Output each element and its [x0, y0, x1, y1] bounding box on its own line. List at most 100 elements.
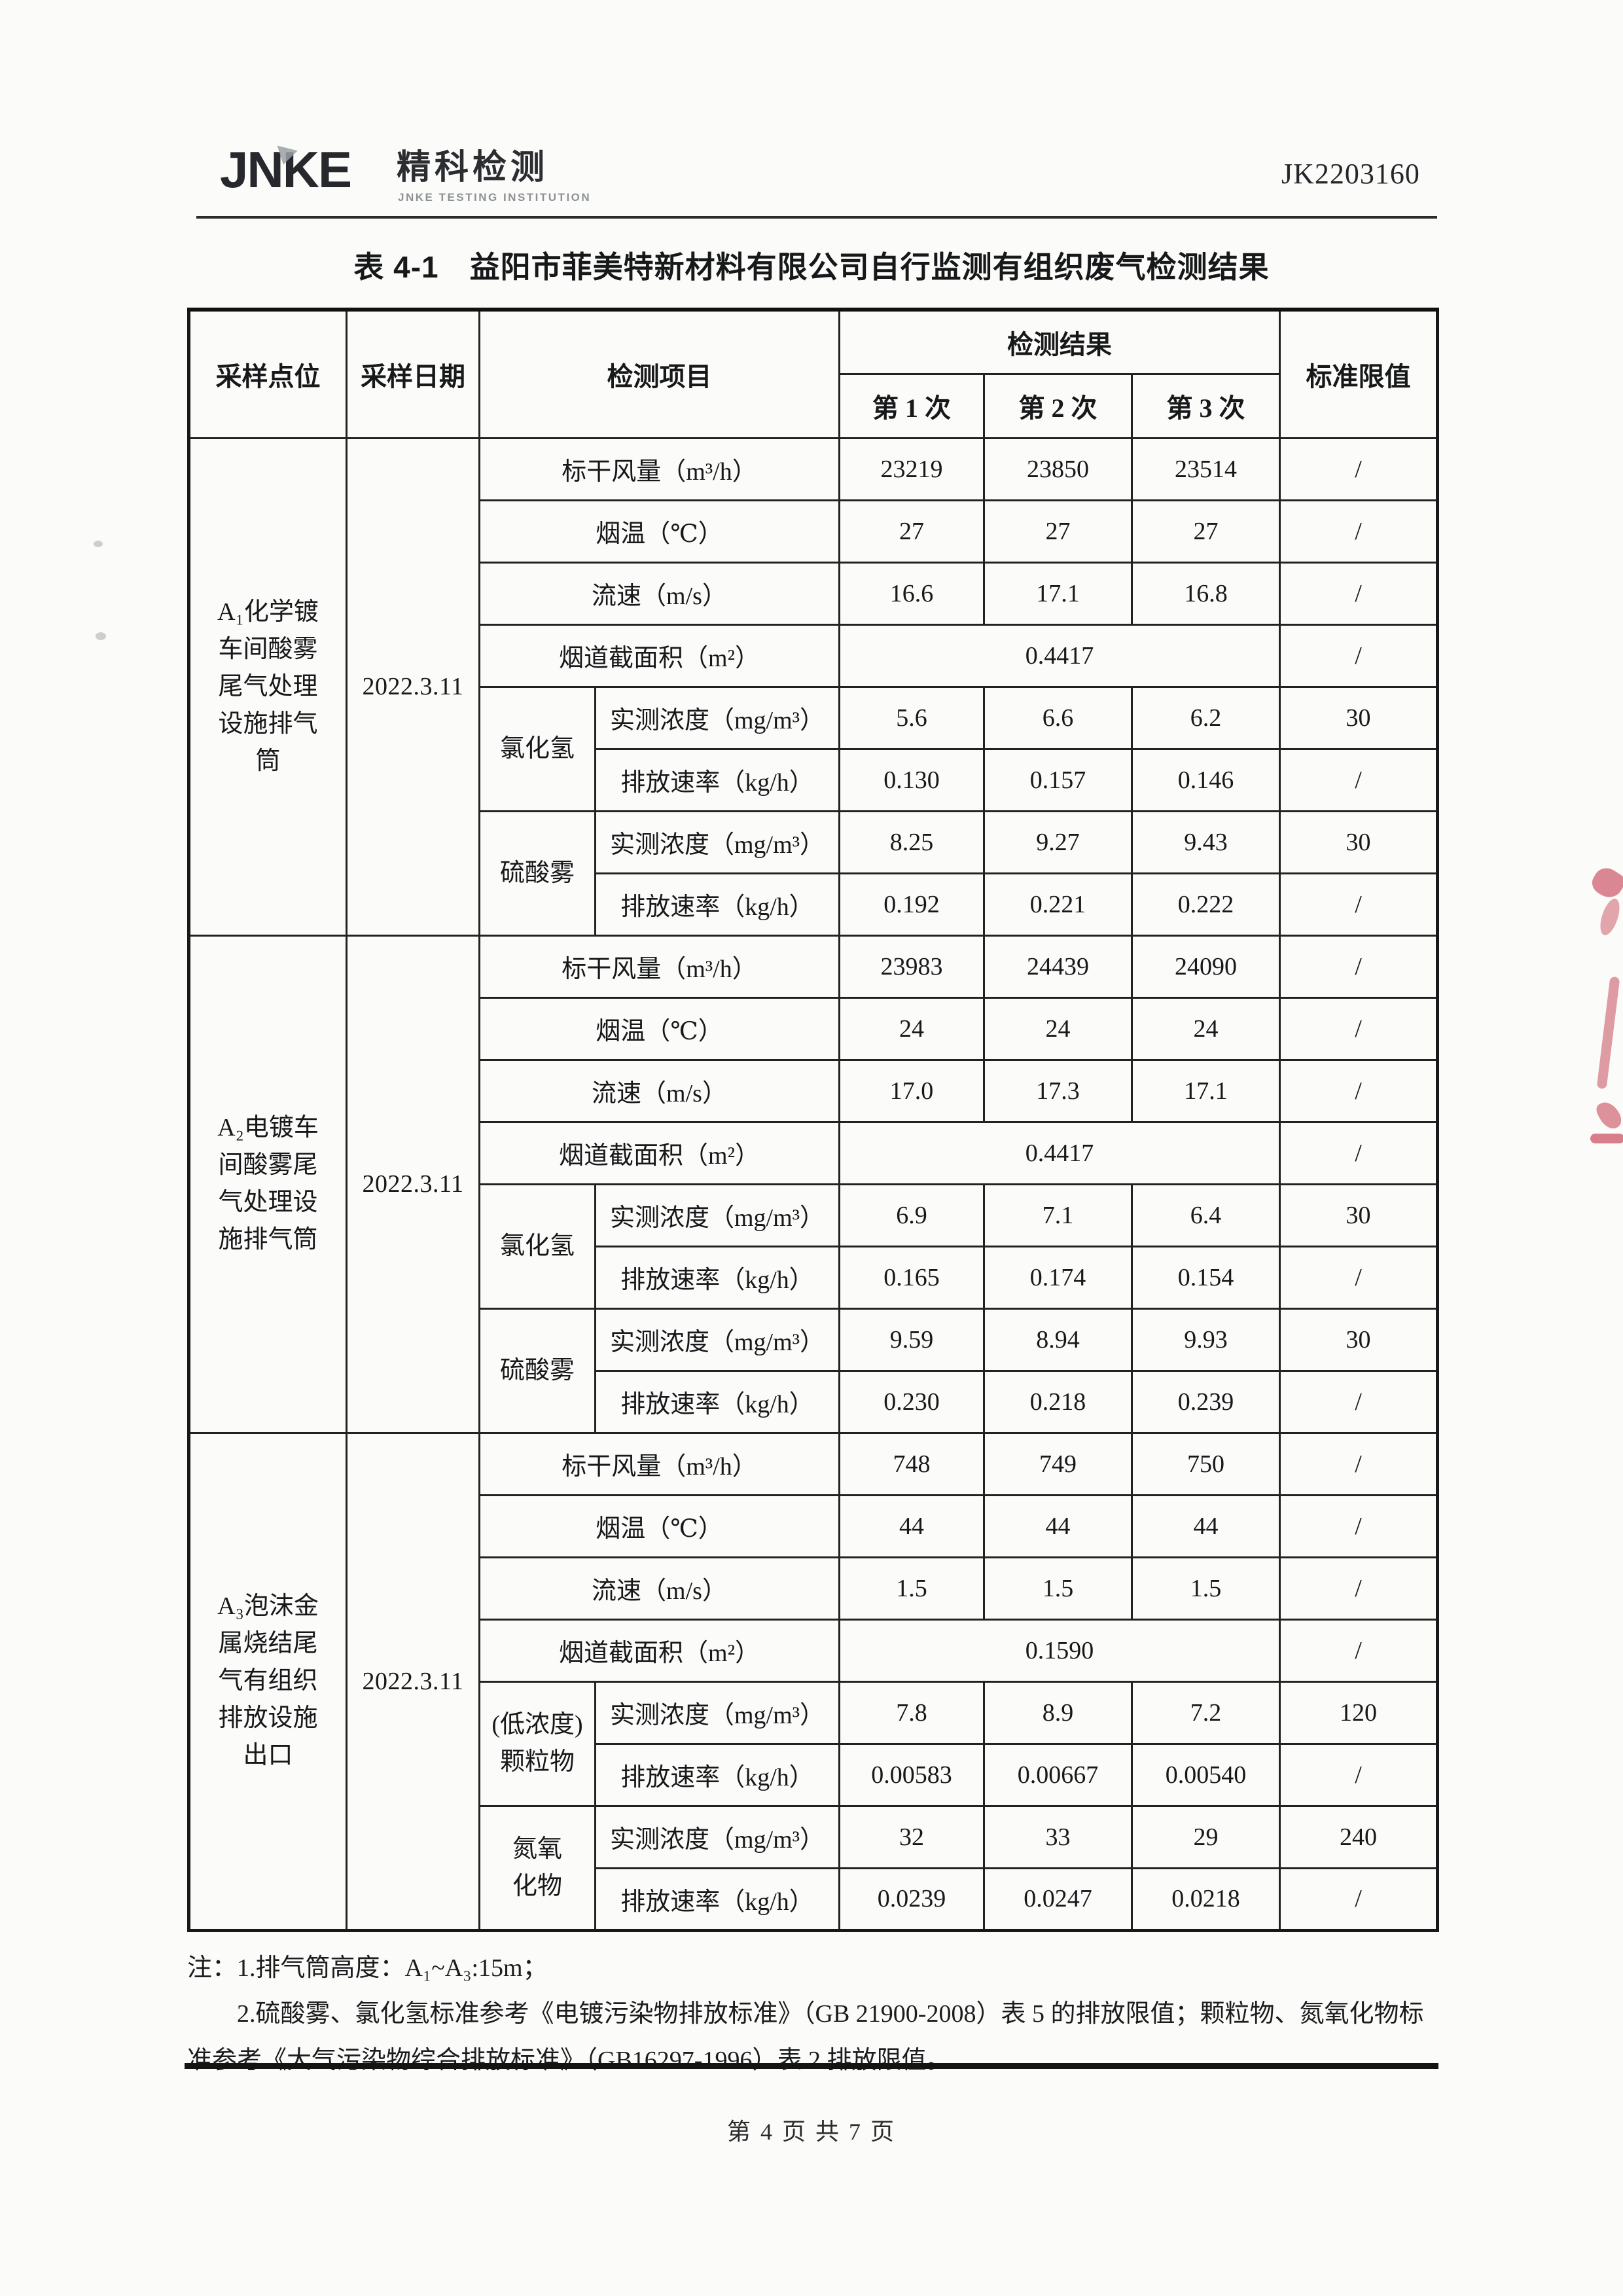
table-cell: 烟道截面积（m²） — [478, 623, 840, 688]
table-cell: 烟温（℃） — [478, 499, 840, 564]
jnke-logo: JNKE — [220, 141, 352, 198]
table-cell: A₃泡沫金 属烧结尾 气有组织 排放设施 出口 — [188, 1431, 348, 1931]
seal-fragment — [1588, 863, 1623, 903]
table-cell: 标干风量（m³/h） — [478, 1431, 840, 1496]
table-row: (低浓度) 颗粒物 实测浓度（mg/m³） 7.8 8.9 7.2 120 — [189, 1680, 1439, 1807]
table-cell: 240 — [1279, 1804, 1439, 1869]
table-cell: 6.2 — [1130, 685, 1281, 750]
table-cell: 30 — [1279, 1183, 1439, 1247]
note-line: 2.硫酸雾、氯化氢标准参考《电镀污染物排放标准》（GB 21900-2008）表… — [187, 2000, 1424, 2074]
table-cell: 1.5 — [838, 1556, 985, 1621]
table-row: 流速（m/s） 17.0 17.3 17.1/ — [189, 1058, 1439, 1123]
header-cell: 标准限值 — [1279, 308, 1439, 439]
header-cell: 第 2 次 — [983, 372, 1133, 439]
table-cell: 0.4417 — [838, 1121, 1281, 1185]
header-cell: 第 1 次 — [838, 372, 985, 439]
table-cell: 24 — [838, 996, 985, 1061]
table-cell: 0.221 — [983, 872, 1133, 937]
table-cell: 排放速率（kg/h） — [594, 747, 840, 812]
table-cell: 23983 — [838, 934, 985, 999]
table-row: 流速（m/s） 16.6 17.1 16.8/ — [189, 561, 1439, 626]
table-cell: 0.0239 — [838, 1867, 985, 1931]
table-cell: 2022.3.11 — [346, 1431, 480, 1931]
table-cell: 排放速率（kg/h） — [594, 872, 840, 937]
table-cell: / — [1279, 561, 1439, 626]
table-cell: 30 — [1279, 810, 1439, 874]
table-cell: 16.6 — [838, 561, 985, 626]
table-cell: 44 — [983, 1494, 1133, 1558]
table-header-row: 采样点位 采样日期 检测项目 检测结果 标准限值 — [188, 308, 1439, 439]
table-cell: 硫酸雾 — [478, 810, 596, 937]
table-title: 表 4-1 益阳市菲美特新材料有限公司自行监测有组织废气检测结果 — [353, 250, 1270, 284]
table-cell: 24439 — [983, 934, 1133, 999]
table-cell: 7.8 — [838, 1680, 985, 1745]
table-cell: 24090 — [1130, 934, 1281, 999]
table-cell: / — [1279, 1742, 1439, 1807]
table-cell: 0.0218 — [1130, 1867, 1281, 1931]
table-cell: 2022.3.11 — [346, 934, 480, 1434]
table-cell: 33 — [983, 1804, 1133, 1869]
table-cell: 0.192 — [838, 872, 985, 937]
table-cell: 硫酸雾 — [478, 1307, 596, 1434]
table-row: A₂电镀车 间酸雾尾 气处理设 施排气筒 2022.3.11 标干风量（m³/h） 2… — [188, 934, 1439, 1434]
table-cell: 0.174 — [983, 1245, 1133, 1310]
table-row: 排放速率（kg/h） 0.230 0.218 0.239/ — [189, 1369, 1439, 1434]
table-cell: / — [1279, 1494, 1439, 1558]
table-cell: 烟温（℃） — [478, 996, 840, 1061]
table-cell: 0.218 — [983, 1369, 1133, 1434]
table-header-row: 第 1 次第 2 次第 3 次 — [189, 372, 1438, 439]
header-cell: 检测项目 — [478, 308, 840, 439]
table-cell: 27 — [838, 499, 985, 564]
table-cell: 标干风量（m³/h） — [478, 934, 840, 999]
table-cell: 0.00540 — [1130, 1742, 1281, 1807]
table-cell: 24 — [1130, 996, 1281, 1061]
header-cell: 采样日期 — [346, 308, 480, 439]
logo-subtitle: JNKE TESTING INSTITUTION — [398, 191, 592, 204]
table-cell: A₁化学镀 车间酸雾 尾气处理 设施排气 筒 — [188, 437, 348, 937]
table-cell: 0.00667 — [983, 1742, 1133, 1807]
table-cell: 排放速率（kg/h） — [594, 1245, 840, 1310]
table-cell: 17.1 — [1130, 1058, 1281, 1123]
table-body: A₁化学镀 车间酸雾 尾气处理 设施排气 筒 2022.3.11 标干风量（m³/h… — [188, 437, 1439, 1931]
table-cell: 120 — [1279, 1680, 1439, 1745]
table-cell: 0.00583 — [838, 1742, 985, 1807]
table-cell: 9.43 — [1130, 810, 1281, 874]
table-cell: / — [1279, 996, 1439, 1061]
table-cell: 16.8 — [1130, 561, 1281, 626]
table-cell: 流速（m/s） — [478, 1556, 840, 1621]
table-cell: 5.6 — [838, 685, 985, 750]
table-row: 烟道截面积（m²） 0.4417/ — [189, 623, 1439, 688]
table-cell: 流速（m/s） — [478, 1058, 840, 1123]
table-cell: 17.1 — [983, 561, 1133, 626]
table-cell: 流速（m/s） — [478, 561, 840, 626]
header-cell: 第 3 次 — [1130, 372, 1281, 439]
table-cell: 标干风量（m³/h） — [478, 437, 840, 501]
table-cell: 17.3 — [983, 1058, 1133, 1123]
table-cell: 实测浓度（mg/m³） — [594, 1680, 840, 1745]
table-cell: / — [1279, 623, 1439, 688]
table-row: 排放速率（kg/h） 0.130 0.157 0.146/ — [189, 747, 1439, 812]
bottom-divider — [185, 2063, 1438, 2069]
table-cell: 7.2 — [1130, 1680, 1281, 1745]
table-cell: 23850 — [983, 437, 1133, 501]
table-cell: A₂电镀车 间酸雾尾 气处理设 施排气筒 — [188, 934, 348, 1434]
table-row: 烟道截面积（m²） 0.4417/ — [189, 1121, 1439, 1185]
table-cell: 0.230 — [838, 1369, 985, 1434]
table-cell: 氯化氢 — [478, 685, 596, 812]
table-row: A₃泡沫金 属烧结尾 气有组织 排放设施 出口 2022.3.11 标干风量（m³/… — [188, 1431, 1439, 1931]
table-cell: 烟温（℃） — [478, 1494, 840, 1558]
table-cell: 8.25 — [838, 810, 985, 874]
table-cell: 1.5 — [983, 1556, 1133, 1621]
table-cell: 实测浓度（mg/m³） — [594, 685, 840, 750]
table-cell: 23514 — [1130, 437, 1281, 501]
table-row: 硫酸雾 实测浓度（mg/m³） 8.25 9.27 9.43 30 — [189, 810, 1439, 937]
table-cell: 烟道截面积（m²） — [478, 1618, 840, 1683]
table-cell: 实测浓度（mg/m³） — [594, 810, 840, 874]
header-cell: 检测结果 — [838, 308, 1281, 375]
table-row: 氯化氢 实测浓度（mg/m³） 5.6 6.6 6.2 30 — [189, 685, 1439, 812]
table-cell: / — [1279, 747, 1439, 812]
table-cell: / — [1279, 1245, 1439, 1310]
table-cell: 0.239 — [1130, 1369, 1281, 1434]
table-row: 烟温（℃） 27 27 27/ — [189, 499, 1439, 564]
table-cell: 6.4 — [1130, 1183, 1281, 1247]
